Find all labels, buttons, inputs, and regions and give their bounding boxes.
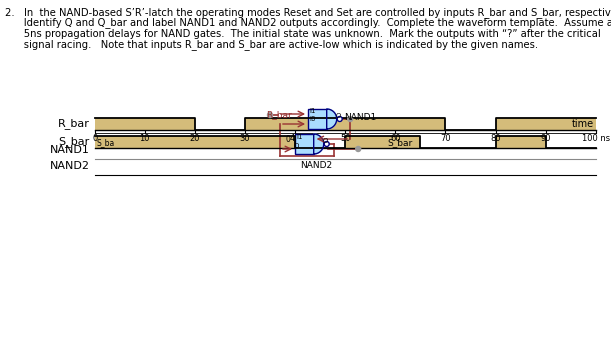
Text: 10: 10 bbox=[139, 134, 150, 143]
Polygon shape bbox=[313, 134, 324, 154]
Text: 0: 0 bbox=[92, 134, 97, 143]
Text: R_bar: R_bar bbox=[58, 119, 90, 129]
Circle shape bbox=[268, 113, 273, 118]
Text: 2.   In  the NAND-based S’R’-latch the operating modes Reset and Set are control: 2. In the NAND-based S’R’-latch the oper… bbox=[5, 7, 611, 18]
Text: signal racing.   Note that inputs R_bar and S_bar are active-low which is indica: signal racing. Note that inputs R_bar an… bbox=[5, 39, 538, 50]
Text: 5ns propagation delays for NAND gates.  The initial state was unknown.  Mark the: 5ns propagation delays for NAND gates. T… bbox=[5, 29, 601, 39]
Circle shape bbox=[324, 142, 329, 147]
Text: NAND2: NAND2 bbox=[300, 161, 332, 170]
Text: O: O bbox=[293, 143, 299, 149]
Text: S_bar: S_bar bbox=[59, 136, 90, 148]
Text: NAND2: NAND2 bbox=[49, 161, 90, 171]
Bar bbox=[345, 136, 420, 148]
Text: 30: 30 bbox=[240, 134, 251, 143]
Bar bbox=[245, 118, 445, 130]
Text: NAND1: NAND1 bbox=[50, 145, 90, 155]
Text: 50: 50 bbox=[340, 134, 351, 143]
Polygon shape bbox=[327, 109, 337, 129]
Text: 0: 0 bbox=[285, 135, 290, 144]
Text: S_ba: S_ba bbox=[97, 138, 115, 147]
Bar bbox=[496, 136, 546, 148]
Bar bbox=[308, 109, 327, 129]
Text: Identify Q and Q_bar and label NAND1 and NAND2 outputs accordingly.  Complete th: Identify Q and Q_bar and label NAND1 and… bbox=[5, 17, 611, 28]
Text: 90: 90 bbox=[540, 134, 551, 143]
Bar bbox=[295, 134, 313, 154]
Text: 100 ns: 100 ns bbox=[582, 134, 610, 143]
Text: R_bar: R_bar bbox=[266, 111, 291, 120]
Bar bbox=[95, 136, 295, 148]
Text: NAND1: NAND1 bbox=[344, 114, 376, 123]
Text: 70: 70 bbox=[440, 134, 451, 143]
Text: time: time bbox=[572, 119, 594, 129]
Text: I1: I1 bbox=[309, 108, 315, 114]
Text: O: O bbox=[335, 113, 341, 119]
Text: 40: 40 bbox=[290, 134, 301, 143]
Circle shape bbox=[337, 117, 342, 122]
Text: 20: 20 bbox=[189, 134, 200, 143]
Text: I0: I0 bbox=[309, 116, 315, 122]
Text: 60: 60 bbox=[390, 134, 401, 143]
Bar bbox=[496, 118, 596, 130]
Bar bbox=[95, 118, 195, 130]
Text: 80: 80 bbox=[490, 134, 501, 143]
Text: S_bar: S_bar bbox=[387, 139, 412, 148]
Text: O: O bbox=[323, 138, 328, 144]
Text: I1: I1 bbox=[296, 134, 302, 140]
Circle shape bbox=[348, 117, 353, 122]
Circle shape bbox=[356, 147, 360, 152]
